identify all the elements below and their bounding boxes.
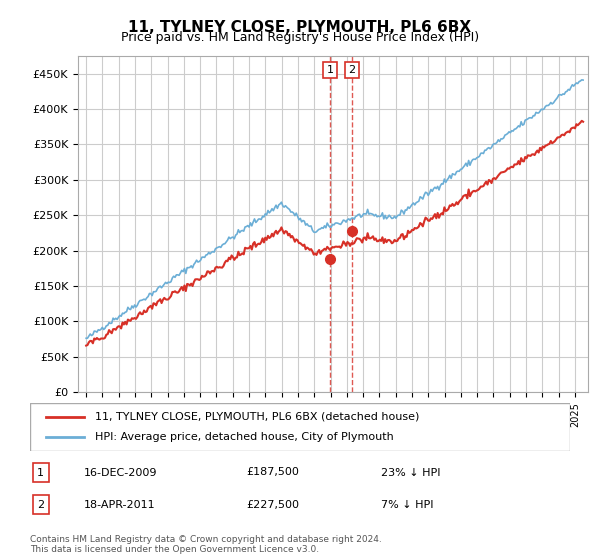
Text: £187,500: £187,500 [246,468,299,478]
Text: 11, TYLNEY CLOSE, PLYMOUTH, PL6 6BX: 11, TYLNEY CLOSE, PLYMOUTH, PL6 6BX [128,20,472,35]
Text: 1: 1 [37,468,44,478]
FancyBboxPatch shape [30,403,570,451]
Text: 1: 1 [326,65,334,75]
Text: £227,500: £227,500 [246,500,299,510]
Text: 11, TYLNEY CLOSE, PLYMOUTH, PL6 6BX (detached house): 11, TYLNEY CLOSE, PLYMOUTH, PL6 6BX (det… [95,412,419,422]
Text: 16-DEC-2009: 16-DEC-2009 [84,468,157,478]
Text: HPI: Average price, detached house, City of Plymouth: HPI: Average price, detached house, City… [95,432,394,442]
Text: 2: 2 [348,65,355,75]
Text: 23% ↓ HPI: 23% ↓ HPI [381,468,440,478]
Text: Price paid vs. HM Land Registry's House Price Index (HPI): Price paid vs. HM Land Registry's House … [121,31,479,44]
Text: 18-APR-2011: 18-APR-2011 [84,500,155,510]
Text: 7% ↓ HPI: 7% ↓ HPI [381,500,433,510]
Text: 2: 2 [37,500,44,510]
Text: Contains HM Land Registry data © Crown copyright and database right 2024.
This d: Contains HM Land Registry data © Crown c… [30,535,382,554]
